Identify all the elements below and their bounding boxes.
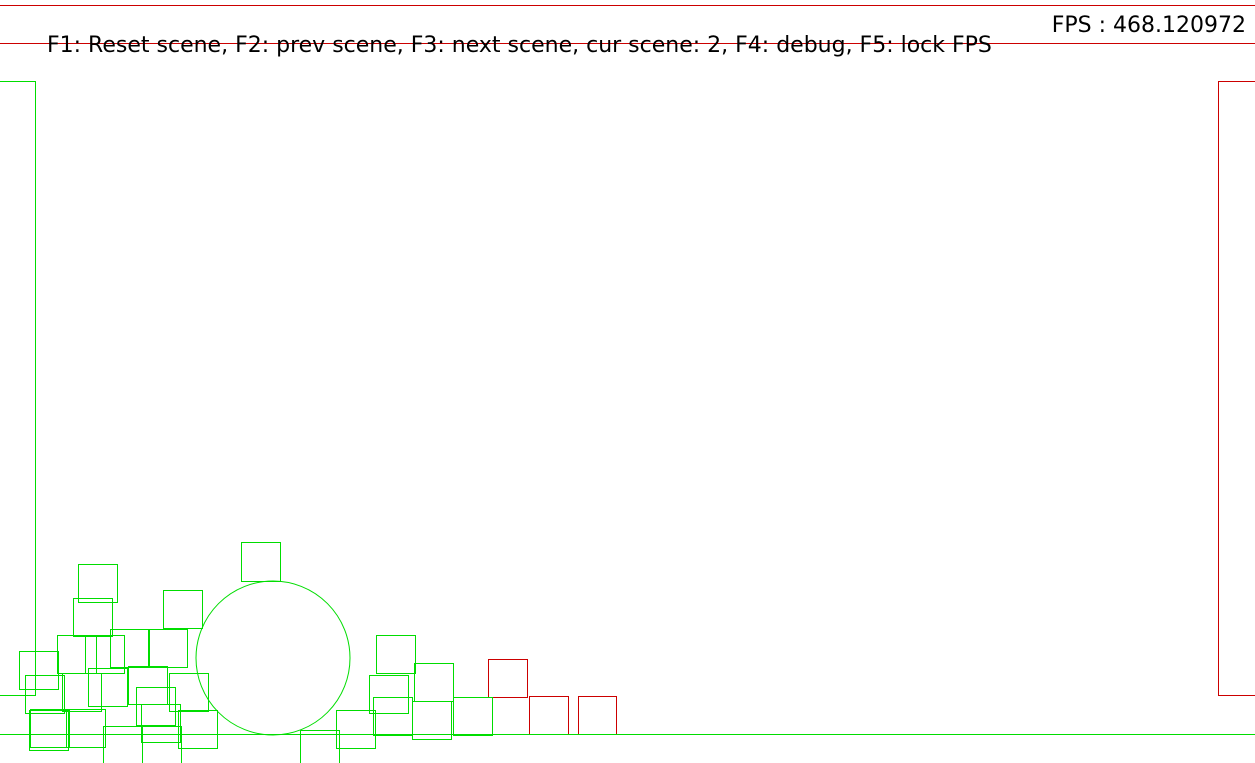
physics-box (300, 730, 340, 763)
physics-box (241, 542, 281, 582)
physics-box (25, 675, 65, 714)
physics-box (412, 701, 452, 740)
physics-box (78, 564, 118, 603)
physics-ball (195, 580, 351, 736)
physics-box (414, 663, 454, 702)
physics-box (336, 710, 376, 749)
left-wall-body (0, 81, 36, 696)
physics-box (148, 629, 188, 668)
physics-box (136, 687, 176, 726)
right-wall-body (1218, 81, 1255, 696)
physics-box (30, 709, 70, 748)
controls-help-text: F1: Reset scene, F2: prev scene, F3: nex… (47, 33, 992, 58)
physics-box (178, 710, 218, 749)
fps-counter: FPS : 468.120972 (1051, 13, 1246, 38)
physics-box (453, 697, 493, 736)
physics-box (103, 726, 143, 763)
physics-box (62, 673, 102, 712)
physics-box (369, 675, 409, 714)
physics-box (163, 590, 203, 629)
physics-box (66, 709, 106, 748)
physics-box (88, 668, 128, 707)
physics-box (142, 726, 182, 763)
static-box (488, 659, 528, 698)
physics-box (128, 666, 168, 705)
physics-box (110, 629, 150, 668)
physics-box (19, 651, 59, 690)
physics-box (376, 635, 416, 674)
physics-box (29, 710, 69, 751)
static-box (529, 696, 569, 735)
physics-box (169, 673, 209, 712)
physics-box (85, 635, 125, 674)
physics-box (73, 598, 113, 637)
physics-box (373, 697, 413, 736)
physics-box (57, 635, 97, 674)
physics-box (141, 704, 181, 743)
static-box (578, 696, 617, 735)
